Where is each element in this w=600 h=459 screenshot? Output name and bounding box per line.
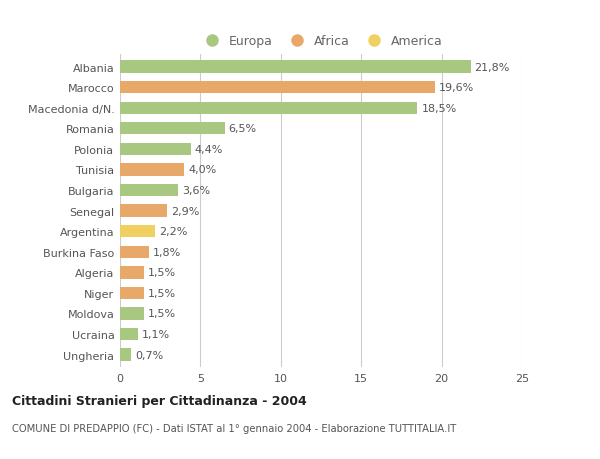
Bar xyxy=(120,123,224,135)
Bar xyxy=(120,185,178,197)
Text: 2,9%: 2,9% xyxy=(170,206,199,216)
Text: 2,2%: 2,2% xyxy=(160,227,188,237)
Bar xyxy=(120,349,131,361)
Text: 3,6%: 3,6% xyxy=(182,185,210,196)
Bar xyxy=(120,308,144,320)
Text: 1,5%: 1,5% xyxy=(148,268,176,278)
Text: 1,8%: 1,8% xyxy=(153,247,181,257)
Text: Cittadini Stranieri per Cittadinanza - 2004: Cittadini Stranieri per Cittadinanza - 2… xyxy=(12,394,307,407)
Text: 4,4%: 4,4% xyxy=(195,145,223,155)
Bar xyxy=(120,143,191,156)
Legend: Europa, Africa, America: Europa, Africa, America xyxy=(194,30,448,53)
Bar xyxy=(120,61,470,73)
Text: 18,5%: 18,5% xyxy=(421,103,457,113)
Text: 4,0%: 4,0% xyxy=(188,165,217,175)
Bar xyxy=(120,328,137,341)
Text: 1,5%: 1,5% xyxy=(148,288,176,298)
Text: 0,7%: 0,7% xyxy=(135,350,164,360)
Text: 1,5%: 1,5% xyxy=(148,309,176,319)
Bar xyxy=(120,102,418,115)
Bar xyxy=(120,82,435,94)
Text: 19,6%: 19,6% xyxy=(439,83,475,93)
Bar xyxy=(120,205,167,217)
Bar xyxy=(120,246,149,258)
Text: 21,8%: 21,8% xyxy=(475,62,510,73)
Bar xyxy=(120,164,184,176)
Bar xyxy=(120,267,144,279)
Text: COMUNE DI PREDAPPIO (FC) - Dati ISTAT al 1° gennaio 2004 - Elaborazione TUTTITAL: COMUNE DI PREDAPPIO (FC) - Dati ISTAT al… xyxy=(12,424,456,433)
Bar xyxy=(120,287,144,299)
Bar xyxy=(120,225,155,238)
Text: 1,1%: 1,1% xyxy=(142,330,170,339)
Text: 6,5%: 6,5% xyxy=(229,124,257,134)
